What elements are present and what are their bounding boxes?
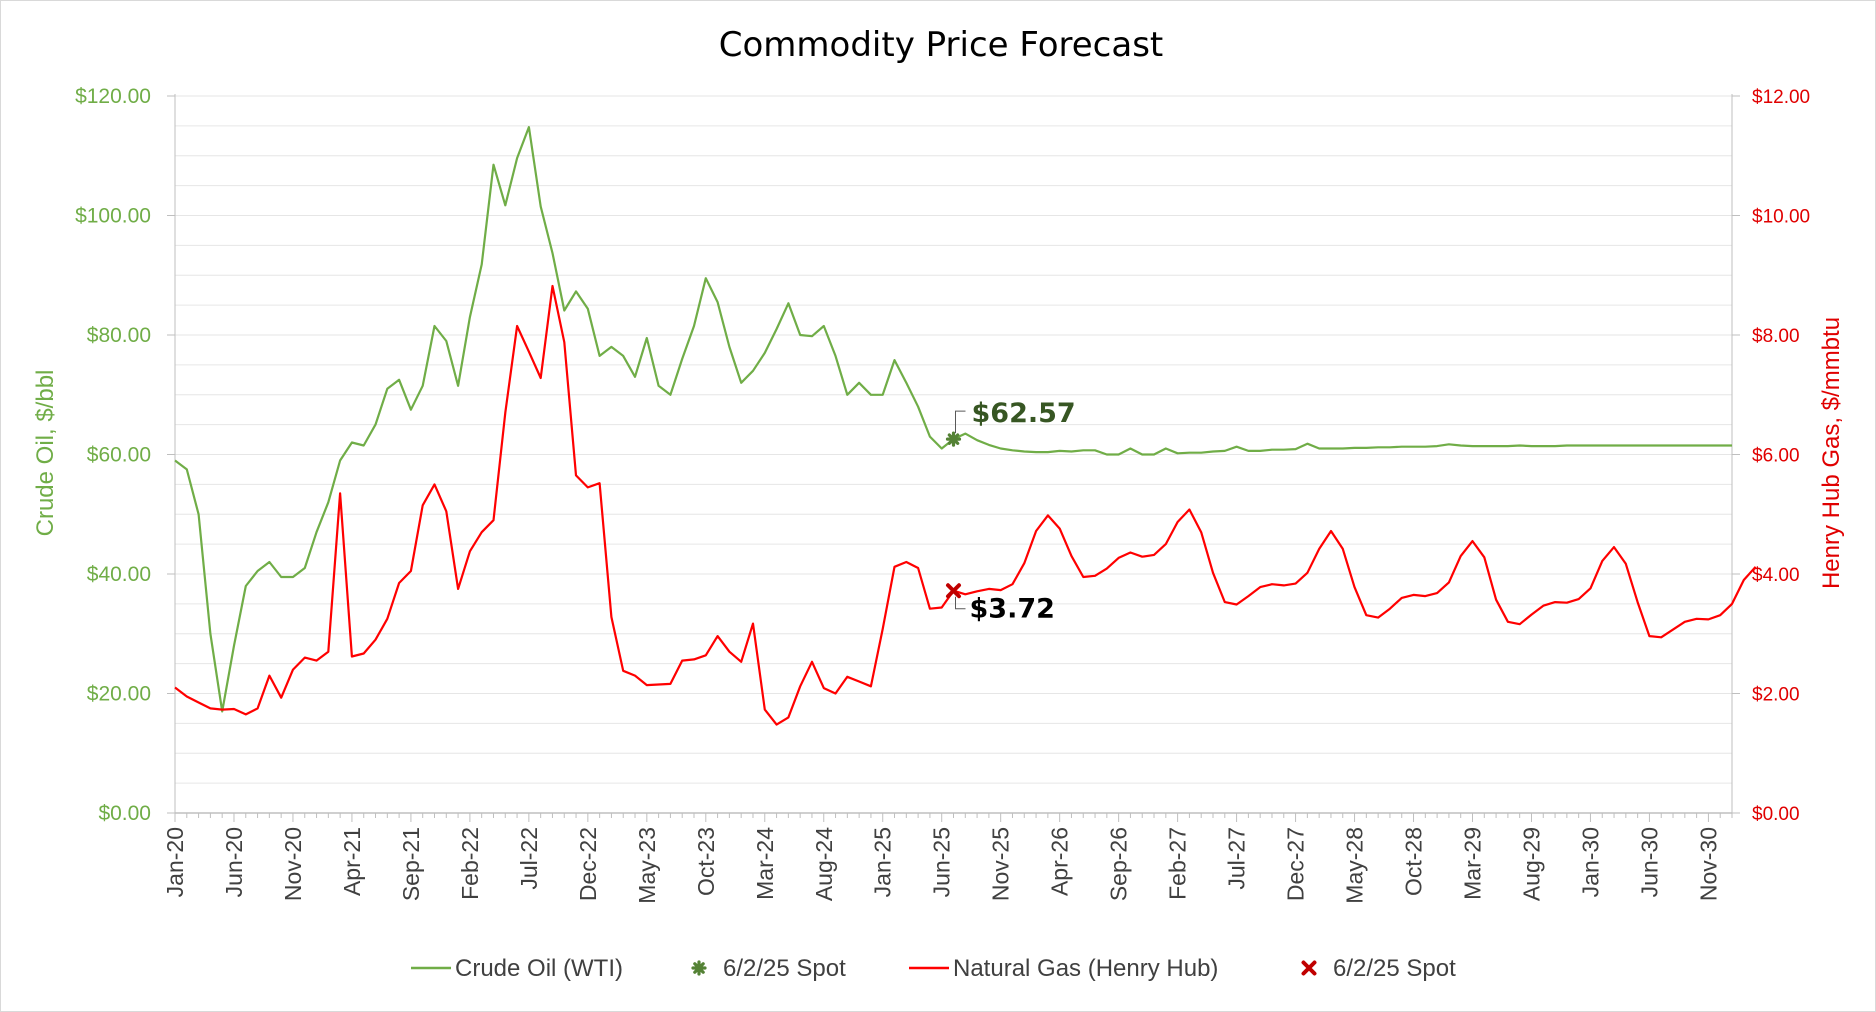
gas-callout-leader: [955, 596, 966, 610]
legend-label: Natural Gas (Henry Hub): [953, 955, 1218, 982]
right-tick-label: $4.00: [1752, 565, 1800, 586]
x-tick-label: Aug-29: [1518, 827, 1544, 901]
x-tick-label: Oct-28: [1401, 827, 1427, 896]
left-axis-title: Crude Oil, $/bbl: [32, 370, 59, 537]
x-axis-ticks: Jan-20 Jun-20 Nov-20 Apr-21 Sep-21 Feb-22 Jul-…: [162, 813, 1733, 904]
x-tick-label: Apr-21: [339, 827, 365, 896]
x-tick-label: Nov-30: [1695, 827, 1721, 901]
spot-markers: $62.57 $3.72: [945, 398, 1076, 625]
chart-title: Commodity Price Forecast: [719, 25, 1164, 65]
left-axis-ticks: $0.00 $20.00 $40.00 $60.00 $80.00 $100.00 $120…: [75, 85, 175, 825]
x-tick-label: Nov-25: [988, 827, 1014, 901]
x-tick-label: Jun-30: [1636, 827, 1662, 897]
x-tick-label: Mar-24: [752, 827, 778, 900]
gas-spot-label: $3.72: [970, 594, 1055, 625]
x-tick-label: Jun-20: [221, 827, 247, 897]
x-tick-label: Sep-26: [1106, 827, 1132, 901]
left-tick-label: $60.00: [87, 444, 151, 467]
x-tick-label: Mar-29: [1460, 827, 1486, 900]
left-tick-label: $20.00: [87, 683, 151, 706]
legend: Crude Oil (WTI) 6/2/25 Spot Natural Gas (H…: [411, 955, 1456, 982]
legend-label: Crude Oil (WTI): [455, 955, 623, 982]
right-tick-label: $10.00: [1752, 207, 1810, 228]
crude-spot-label: $62.57: [972, 398, 1076, 429]
x-tick-label: Jun-25: [929, 827, 955, 897]
right-tick-label: $2.00: [1752, 685, 1800, 706]
left-tick-label: $100.00: [75, 205, 151, 228]
right-axis-title: Henry Hub Gas, $/mmbtu: [1818, 317, 1845, 589]
x-tick-label: Dec-22: [575, 827, 601, 901]
x-tick-label: May-28: [1342, 827, 1368, 904]
x-tick-label: Aug-24: [811, 827, 837, 901]
x-tick-label: Jul-27: [1224, 827, 1250, 890]
x-tick-label: Jul-22: [516, 827, 542, 890]
left-tick-label: $80.00: [87, 324, 151, 347]
x-tick-label: Nov-20: [280, 827, 306, 901]
right-tick-label: $8.00: [1752, 326, 1800, 347]
legend-label: 6/2/25 Spot: [723, 955, 846, 982]
right-tick-label: $12.00: [1752, 87, 1810, 108]
left-tick-label: $0.00: [98, 802, 151, 825]
x-tick-label: Feb-22: [457, 827, 483, 900]
right-axis-ticks: $0.00 $2.00 $4.00 $6.00 $8.00 $10.00 $12.00: [1732, 87, 1810, 825]
left-tick-label: $120.00: [75, 85, 151, 108]
legend-swatch-marker: [1301, 960, 1317, 976]
x-tick-label: Apr-26: [1047, 827, 1073, 896]
x-tick-label: Feb-27: [1165, 827, 1191, 900]
x-tick-label: Sep-21: [398, 827, 424, 901]
series-line-crude-oil: [174, 125, 1732, 713]
legend-label: 6/2/25 Spot: [1333, 955, 1456, 982]
x-tick-label: Dec-27: [1283, 827, 1309, 901]
crude-spot-marker: [945, 431, 962, 447]
series-line-natural-gas: [174, 284, 1757, 726]
series-layer: [174, 125, 1757, 726]
x-tick-label: Jan-30: [1577, 827, 1603, 897]
right-tick-label: $6.00: [1752, 446, 1800, 467]
crude-callout-leader: [955, 410, 966, 434]
left-tick-label: $40.00: [87, 563, 151, 586]
axes: [174, 94, 1733, 814]
x-tick-label: Jan-20: [162, 827, 188, 897]
x-tick-label: Jan-25: [870, 827, 896, 897]
gas-spot-marker: [946, 583, 961, 599]
right-tick-label: $0.00: [1752, 804, 1800, 825]
x-tick-label: Oct-23: [693, 827, 719, 896]
x-tick-label: May-23: [634, 827, 660, 904]
legend-swatch-marker: [691, 960, 707, 976]
